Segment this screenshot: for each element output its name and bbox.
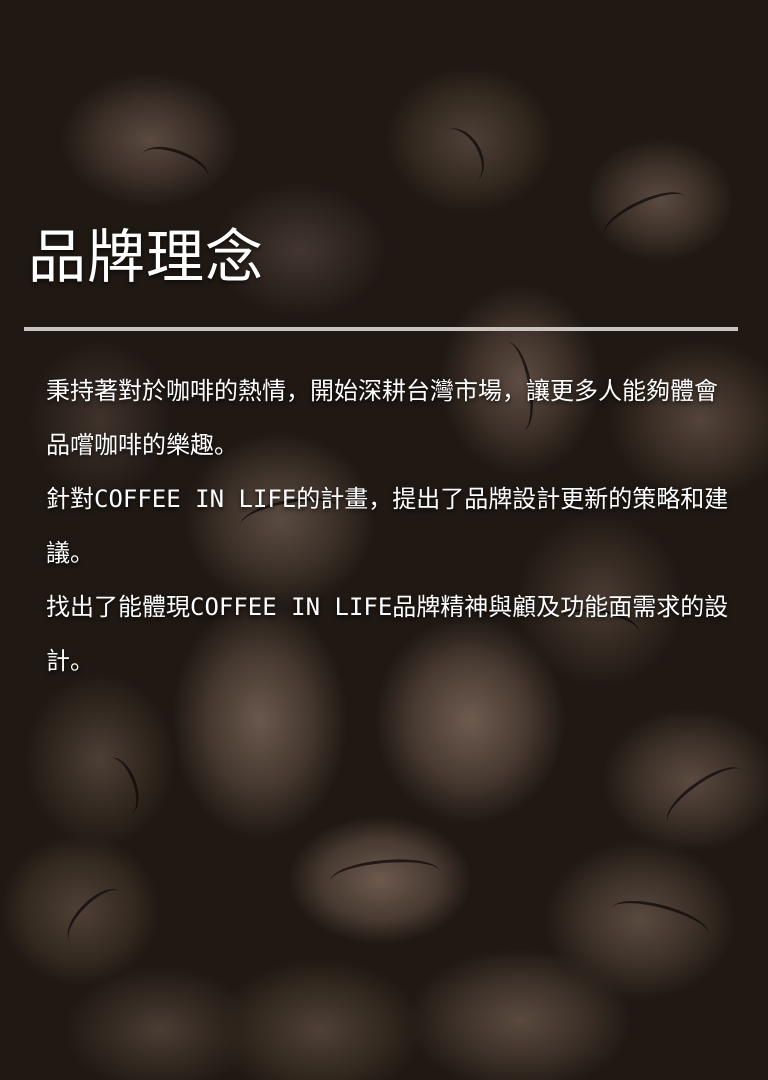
paragraph-design: 找出了能體現COFFEE IN LIFE品牌精神與顧及功能面需求的設計。 [46, 593, 729, 675]
section-body: 秉持著對於咖啡的熱情，開始深耕台灣市場，讓更多人能夠體會品嚐咖啡的樂趣。 針對C… [46, 364, 736, 688]
paragraph-strategy: 針對COFFEE IN LIFE的計畫，提出了品牌設計更新的策略和建議。 [46, 485, 729, 567]
title-divider [24, 327, 738, 331]
section-title: 品牌理念 [28, 223, 265, 291]
paragraph-passion: 秉持著對於咖啡的熱情，開始深耕台灣市場，讓更多人能夠體會品嚐咖啡的樂趣。 [46, 377, 718, 459]
